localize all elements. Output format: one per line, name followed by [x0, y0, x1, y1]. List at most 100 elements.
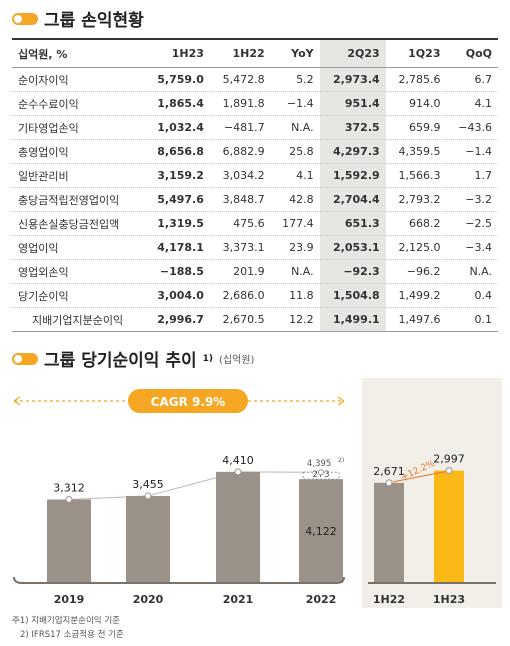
row-value: 1,499.1: [319, 307, 386, 332]
row-value: −96.2: [385, 259, 447, 284]
section1-title-text: 그룹 손익현황: [44, 11, 144, 31]
footnote-mark-2022-total: 2): [338, 457, 344, 464]
row-value: 11.8: [270, 283, 320, 308]
tick-label-1H23: 1H23: [433, 593, 465, 606]
tick-label-2021: 2021: [223, 593, 254, 606]
bar-2021: [216, 471, 260, 583]
tick-label-2020: 2020: [133, 593, 164, 606]
row-label: 영업이익: [12, 235, 144, 260]
row-value: N.A.: [446, 259, 498, 284]
section2-footnote-mark: 1): [202, 353, 213, 364]
tick-label-1H22: 1H22: [373, 593, 405, 606]
row-value: −188.5: [143, 259, 210, 284]
row-value: 2,686.0: [209, 283, 271, 308]
table-header-4: 2Q23: [319, 38, 386, 68]
row-value: 25.8: [270, 139, 320, 164]
section-title-net-income-trend: 그룹 당기순이익 추이 1) (십억원): [12, 346, 254, 371]
row-value: 3,004.0: [143, 283, 210, 308]
row-value: 4.1: [446, 91, 498, 116]
table-row: 당기순이익 3,004.0 2,686.0 11.8 1,504.8 1,499.2 0.4: [12, 283, 498, 308]
row-value: 1,891.8: [209, 91, 271, 116]
point-2020: [144, 492, 152, 500]
section-title-profit-status: 그룹 손익현황: [12, 6, 144, 31]
table-row: 기타영업손익 1,032.4 −481.7 N.A. 372.5 659.9 −43.6: [12, 115, 498, 140]
row-value: 4,359.5: [385, 139, 447, 164]
data-label-2022-total: 4,395: [307, 459, 331, 469]
table-row: 신용손실충당금전입액 1,319.5 475.6 177.4 651.3 668.2 −2.…: [12, 211, 498, 236]
table-row: 영업외손익 −188.5 201.9 N.A. −92.3 −96.2 N.A.: [12, 259, 498, 284]
cagr-label: CAGR 9.9%: [151, 395, 226, 409]
row-value: 177.4: [270, 211, 320, 236]
data-label-2021: 4,410: [222, 454, 254, 467]
row-value: 659.9: [385, 115, 447, 140]
data-label-1H23: 2,997: [433, 453, 465, 466]
row-value: 2,670.5: [209, 307, 271, 332]
table-header-5: 1Q23: [385, 38, 447, 68]
row-value: 5,497.6: [143, 187, 210, 212]
row-value: 1,504.8: [319, 283, 386, 308]
row-value: 1,592.9: [319, 163, 386, 188]
table-header-3: YoY: [270, 38, 320, 68]
row-value: 914.0: [385, 91, 447, 116]
table-row: 총영업이익 8,656.8 6,882.9 25.8 4,297.3 4,359.5 −1.…: [12, 139, 498, 164]
row-value: 651.3: [319, 211, 386, 236]
point-1H23: [445, 467, 453, 475]
row-label: 순수수료이익: [12, 91, 144, 116]
table-row: 순수수료이익 1,865.4 1,891.8 −1.4 951.4 914.0 4.1: [12, 91, 498, 116]
table-header-0: 십억원, %: [12, 38, 144, 68]
data-label-2019: 3,312: [53, 482, 85, 495]
row-value: 2,704.4: [319, 187, 386, 212]
point-2021: [234, 468, 242, 476]
row-value: −3.4: [446, 235, 498, 260]
data-label-1H22: 2,671: [373, 465, 405, 478]
row-value: 5,472.8: [209, 67, 271, 92]
bar-2020: [126, 495, 170, 583]
table-row: 충당금적립전영업이익 5,497.6 3,848.7 42.8 2,704.4 2,793…: [12, 187, 498, 212]
row-value: 5,759.0: [143, 67, 210, 92]
row-value: 1,566.3: [385, 163, 447, 188]
row-value: 42.8: [270, 187, 320, 212]
row-value: 372.5: [319, 115, 386, 140]
data-label-2022: 4,122: [305, 525, 337, 538]
row-value: 0.4: [446, 283, 498, 308]
point-2022: [318, 469, 324, 476]
tick-label-2019: 2019: [54, 593, 85, 606]
row-label: 일반관리비: [12, 163, 144, 188]
axis-baseline: [13, 576, 345, 584]
table-header-6: QoQ: [446, 38, 498, 68]
growth-line: [392, 471, 446, 483]
row-value: 2,125.0: [385, 235, 447, 260]
row-value: 2,973.4: [319, 67, 386, 92]
bar-2019: [47, 499, 91, 583]
row-value: 3,848.7: [209, 187, 271, 212]
row-value: 475.6: [209, 211, 271, 236]
bar-1H22: [374, 482, 404, 583]
bar-2022: [299, 479, 343, 583]
row-value: −3.2: [446, 187, 498, 212]
point-2019: [65, 496, 73, 504]
row-value: −43.6: [446, 115, 498, 140]
cagr-arrow-right-head: [337, 396, 345, 406]
row-value: N.A.: [270, 259, 320, 284]
bullet-icon: [12, 12, 38, 25]
row-value: 2,996.7: [143, 307, 210, 332]
row-value: 0.1: [446, 307, 498, 332]
table-row: 지배기업지분순이익 2,996.7 2,670.5 12.2 1,499.1 1,497.…: [12, 307, 498, 332]
row-value: −481.7: [209, 115, 271, 140]
profit-table: 십억원, % 1H23 1H22 YoY 2Q23 1Q23 QoQ 순이자이익 5,759.…: [12, 38, 498, 332]
row-value: −1.4: [270, 91, 320, 116]
row-label: 지배기업지분순이익: [12, 307, 144, 332]
row-value: 2,053.1: [319, 235, 386, 260]
tick-label-2022: 2022: [306, 593, 337, 606]
row-value: 3,034.2: [209, 163, 271, 188]
trend-line: [68, 471, 322, 501]
row-value: 201.9: [209, 259, 271, 284]
row-label: 기타영업손익: [12, 115, 144, 140]
row-value: 2,785.6: [385, 67, 447, 92]
table-header-1: 1H23: [143, 38, 210, 68]
row-label: 순이자이익: [12, 67, 144, 92]
table-row: 영업이익 4,178.1 3,373.1 23.9 2,053.1 2,125.0 −3.4: [12, 235, 498, 260]
table-body: 순이자이익 5,759.0 5,472.8 5.2 2,973.4 2,785.6 6.7 순…: [12, 67, 498, 332]
row-value: 1,865.4: [143, 91, 210, 116]
row-value: −1.4: [446, 139, 498, 164]
